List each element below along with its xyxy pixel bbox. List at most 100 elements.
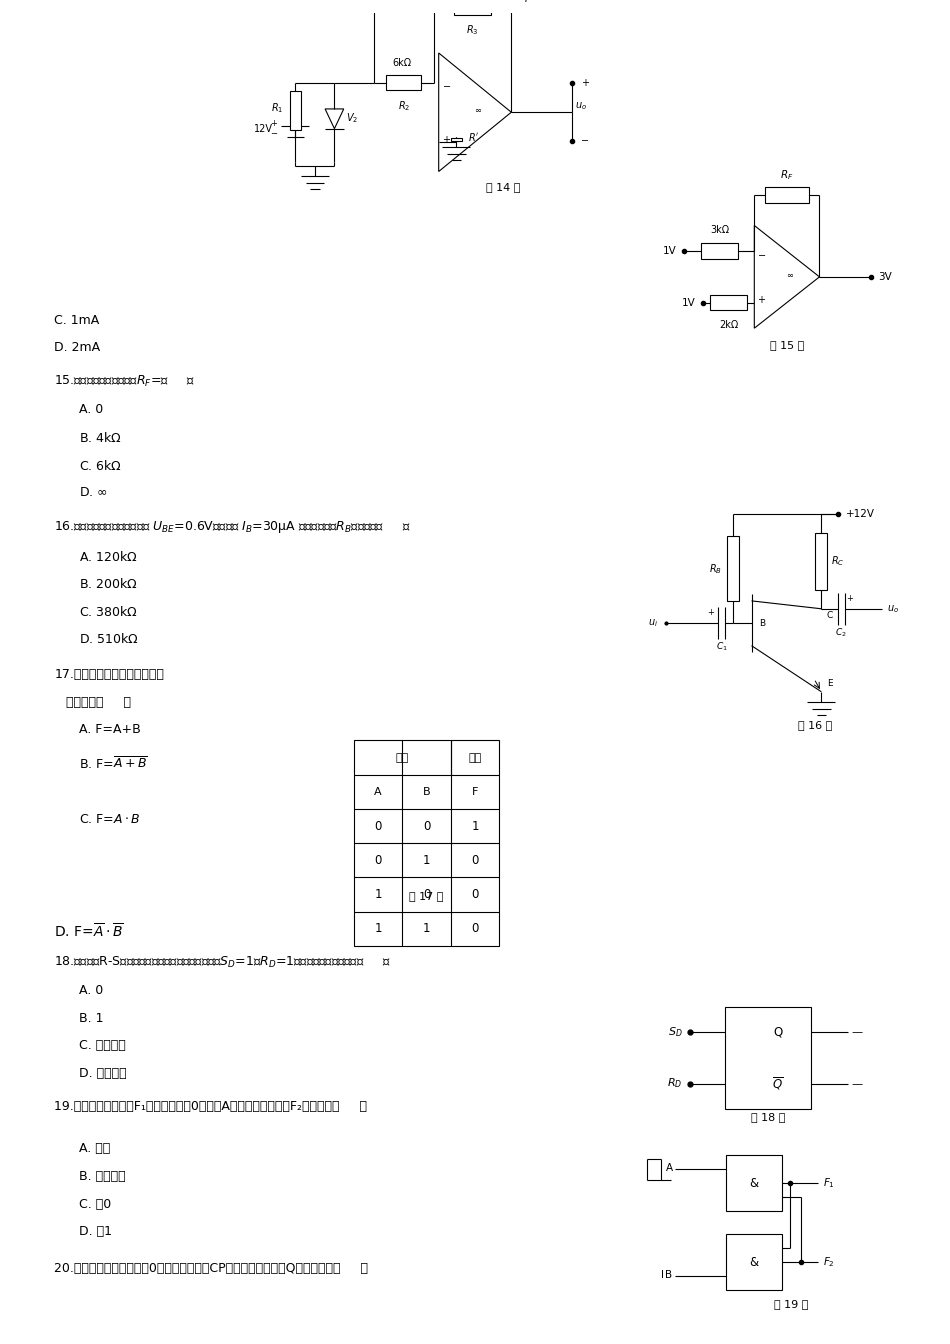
Text: A. 不变: A. 不变 xyxy=(80,1142,110,1156)
Text: +: + xyxy=(707,609,714,617)
Bar xyxy=(727,1234,782,1290)
Text: A: A xyxy=(374,786,382,797)
Text: 1: 1 xyxy=(374,888,382,900)
Text: $R_2$: $R_2$ xyxy=(398,99,410,113)
Bar xyxy=(290,91,301,129)
Text: 1V: 1V xyxy=(682,297,695,308)
Text: $R_3$: $R_3$ xyxy=(466,24,479,38)
Text: 17.图示逻辑状态表对应的逻辑: 17.图示逻辑状态表对应的逻辑 xyxy=(54,668,164,681)
Text: +12V: +12V xyxy=(846,509,875,519)
Text: 3V: 3V xyxy=(878,271,892,282)
Text: 0: 0 xyxy=(471,853,479,867)
Text: $u_i$: $u_i$ xyxy=(649,617,658,629)
Text: $F_2$: $F_2$ xyxy=(824,1255,835,1269)
Text: B. 4k$\Omega$: B. 4k$\Omega$ xyxy=(80,431,123,445)
Bar xyxy=(701,243,738,259)
Bar xyxy=(726,1007,811,1109)
Text: $I$: $I$ xyxy=(523,0,528,4)
Text: —: — xyxy=(851,1079,863,1089)
Text: +: + xyxy=(581,78,589,89)
Text: 6kΩ: 6kΩ xyxy=(392,58,411,67)
Text: $u_o$: $u_o$ xyxy=(575,99,586,112)
Text: &: & xyxy=(750,1255,759,1269)
Text: A. 0: A. 0 xyxy=(80,403,104,417)
Text: B. 1: B. 1 xyxy=(80,1012,104,1025)
Text: 输出: 输出 xyxy=(468,753,482,762)
Text: −: − xyxy=(270,129,276,138)
Text: $+$: $+$ xyxy=(757,294,767,305)
Text: B. 不能确定: B. 不能确定 xyxy=(80,1169,126,1183)
Text: 1V: 1V xyxy=(663,246,677,257)
Text: F: F xyxy=(472,786,478,797)
Text: 0: 0 xyxy=(471,888,479,900)
Text: 题 16 图: 题 16 图 xyxy=(798,719,832,730)
Bar xyxy=(354,741,499,946)
Text: 0: 0 xyxy=(374,820,382,832)
Text: A. 0: A. 0 xyxy=(80,984,104,997)
Text: 20.设触发器的初始状态为0，已知时钟脉冲CP波形如图所示，则Q端的波形为（     ）: 20.设触发器的初始状态为0，已知时钟脉冲CP波形如图所示，则Q端的波形为（ ） xyxy=(54,1262,369,1275)
Text: A: A xyxy=(666,1163,674,1173)
Text: I: I xyxy=(661,1270,664,1279)
Text: $R_1$: $R_1$ xyxy=(271,101,283,114)
Text: 0: 0 xyxy=(374,853,382,867)
Bar xyxy=(386,75,422,90)
Text: D. 为1: D. 为1 xyxy=(80,1226,112,1238)
Text: $V_2$: $V_2$ xyxy=(346,112,358,125)
Text: C. 380k$\Omega$: C. 380k$\Omega$ xyxy=(80,605,138,618)
Text: −: − xyxy=(581,136,589,146)
Text: 输入: 输入 xyxy=(396,753,409,762)
Text: 题 18 图: 题 18 图 xyxy=(751,1113,786,1122)
Text: $R_D$: $R_D$ xyxy=(667,1077,683,1090)
Text: C. 保持不变: C. 保持不变 xyxy=(80,1039,126,1052)
Text: 0: 0 xyxy=(423,888,430,900)
Bar xyxy=(815,534,827,590)
Text: 表达式为（     ）: 表达式为（ ） xyxy=(54,696,131,708)
Text: B: B xyxy=(665,1270,673,1279)
Text: $C_1$: $C_1$ xyxy=(715,641,728,653)
Text: 0: 0 xyxy=(423,820,430,832)
Text: E: E xyxy=(826,679,832,688)
Text: 1: 1 xyxy=(423,922,430,935)
Text: 1: 1 xyxy=(471,820,479,832)
Text: $\infty$: $\infty$ xyxy=(474,106,482,116)
Text: C. 为0: C. 为0 xyxy=(80,1198,111,1211)
Text: $R'$: $R'$ xyxy=(468,130,480,142)
Text: 1: 1 xyxy=(423,853,430,867)
Text: $\infty$: $\infty$ xyxy=(786,271,793,280)
Text: $+$: $+$ xyxy=(442,133,450,145)
Text: A. F=A+B: A. F=A+B xyxy=(80,723,141,737)
Text: 18.图示基本R-S触发器不论原来状态如何，当输入端$S_D$=1、$R_D$=1时，其输出端的状态为（     ）: 18.图示基本R-S触发器不论原来状态如何，当输入端$S_D$=1、$R_D$=… xyxy=(54,956,391,970)
Text: 12V: 12V xyxy=(254,124,273,133)
Text: 0: 0 xyxy=(471,922,479,935)
Text: 16.图示放大电路中，三极管的 $U_{BE}$=0.6V，欲得到 $I_B$=30μA 的静态电流，$R_B$的值应取（     ）: 16.图示放大电路中，三极管的 $U_{BE}$=0.6V，欲得到 $I_B$=… xyxy=(54,519,410,535)
Text: D. 510k$\Omega$: D. 510k$\Omega$ xyxy=(80,633,139,646)
Text: $R_C$: $R_C$ xyxy=(830,555,845,569)
Text: 题 15 图: 题 15 图 xyxy=(770,340,804,351)
Bar xyxy=(727,536,739,601)
Text: B. F=$\overline{A+B}$: B. F=$\overline{A+B}$ xyxy=(80,757,148,773)
Text: +: + xyxy=(846,594,853,602)
Text: C. 1mA: C. 1mA xyxy=(54,313,100,327)
Text: A. 120k$\Omega$: A. 120k$\Omega$ xyxy=(80,550,138,563)
Text: $R_B$: $R_B$ xyxy=(709,562,722,575)
Text: 19.图示逻辑电路，设F₁端初始状态为0，则在A端输入负脉冲时，F₂端的状态（     ）: 19.图示逻辑电路，设F₁端初始状态为0，则在A端输入负脉冲时，F₂端的状态（ … xyxy=(54,1099,368,1113)
Text: 15.图示运算放大电路中的$R_F$=（     ）: 15.图示运算放大电路中的$R_F$=（ ） xyxy=(54,375,196,390)
Text: $C_2$: $C_2$ xyxy=(835,626,846,638)
Text: 2kΩ: 2kΩ xyxy=(719,320,738,329)
Text: +: + xyxy=(270,118,276,128)
Text: B. 200k$\Omega$: B. 200k$\Omega$ xyxy=(80,577,138,591)
Text: 1: 1 xyxy=(374,922,382,935)
Text: $u_o$: $u_o$ xyxy=(886,603,899,614)
Text: D. $\infty$: D. $\infty$ xyxy=(80,487,108,499)
Text: C. 6k$\Omega$: C. 6k$\Omega$ xyxy=(80,458,123,473)
Text: C: C xyxy=(826,612,833,620)
Bar xyxy=(727,1156,782,1211)
Text: Q: Q xyxy=(773,1025,782,1039)
Text: B: B xyxy=(423,786,430,797)
Text: $R_F$: $R_F$ xyxy=(780,168,793,183)
Text: 题 19 图: 题 19 图 xyxy=(774,1300,808,1309)
Text: D. 2mA: D. 2mA xyxy=(54,341,101,355)
Text: $-$: $-$ xyxy=(757,249,767,259)
Text: &: & xyxy=(750,1176,759,1189)
Text: D. 不能确定: D. 不能确定 xyxy=(80,1067,127,1081)
